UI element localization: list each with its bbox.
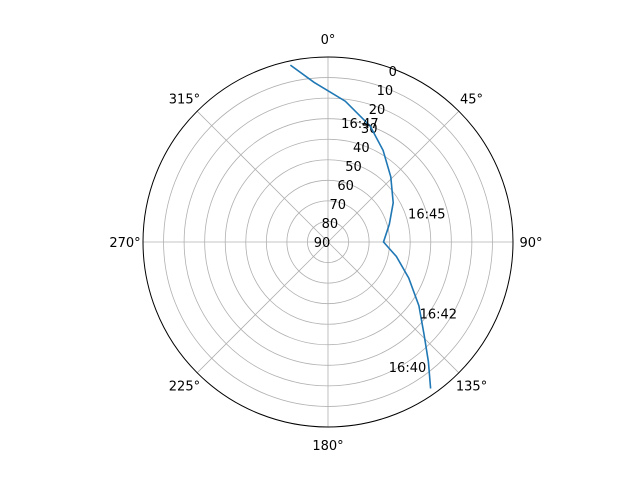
series-line [289,64,432,389]
angular-tick-label: 315° [169,92,200,107]
time-annotation: 16:45 [408,208,445,223]
radial-tick-label: 10 [377,84,394,99]
angular-tick-label: 90° [519,236,542,251]
radial-tick-label: 50 [345,160,362,175]
annotation-layer: 16:40 16:42 16:45 16:47 [341,117,457,376]
radial-tick-label: 90 [314,236,331,251]
radial-tick-label: 70 [329,198,346,213]
angular-tick-label: 180° [312,439,343,454]
angular-tick-label: 0° [321,33,336,48]
grid-spoke [196,110,329,243]
grid-spoke [327,110,460,243]
grid-spoke [327,241,460,374]
angular-tick-label: 270° [109,236,140,251]
series-layer [289,64,432,389]
time-annotation: 16:40 [389,361,426,376]
grid-spoke [196,241,329,374]
radial-tick-label: 0 [389,65,397,80]
angular-tick-labels: 0° 45° 90° 135° 180° 225° 270° 315° [109,33,542,454]
angular-tick-label: 45° [460,92,483,107]
time-annotation: 16:47 [341,117,378,132]
radial-tick-label: 60 [337,179,354,194]
polar-spine [142,56,514,428]
radial-tick-label: 40 [353,141,370,156]
angular-tick-label: 135° [456,380,487,395]
radial-tick-label: 20 [369,103,386,118]
grid-layer [142,56,514,428]
radial-tick-label: 80 [322,217,339,232]
angular-tick-label: 225° [169,380,200,395]
time-annotation: 16:42 [420,308,457,323]
